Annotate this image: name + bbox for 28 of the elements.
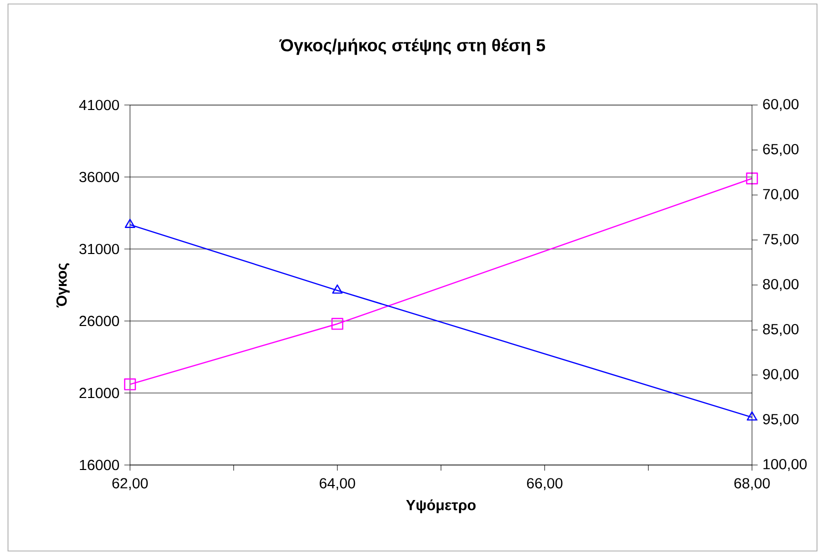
y-tick-label: 26000 xyxy=(80,316,120,326)
y2-tick-label: 65,00 xyxy=(763,144,799,156)
x-tick-label: 66,00 xyxy=(527,478,562,490)
point xyxy=(124,378,136,390)
y-tick-label: 31000 xyxy=(79,244,120,254)
chart-title: Όγκος/μήκος στέψης στη θέση 5 xyxy=(279,38,546,55)
point xyxy=(331,318,344,330)
x-tick-label: 68,00 xyxy=(734,478,770,490)
y2-tick-label: 100,00 xyxy=(764,458,807,472)
y-tick-label: 41000 xyxy=(79,100,120,110)
y-tick-label: 16000 xyxy=(80,460,120,470)
y2-tick-label: 80,00 xyxy=(763,278,799,292)
y2-tick-label: 90,00 xyxy=(763,368,799,382)
point xyxy=(746,172,758,184)
y-tick-label: 36000 xyxy=(79,172,120,182)
x-tick-label: 62,00 xyxy=(112,478,148,490)
point xyxy=(746,411,758,421)
x-axis-title: Υψόμετρο xyxy=(406,499,476,514)
point xyxy=(124,218,136,228)
y2-tick-label: 95,00 xyxy=(763,414,799,426)
y2-tick-label: 75,00 xyxy=(763,234,799,246)
y-tick-label: 21000 xyxy=(80,388,120,398)
x-tick-label: 64,00 xyxy=(320,478,356,490)
point xyxy=(332,284,343,294)
y2-tick-label: 60,00 xyxy=(763,98,799,112)
y-axis-title: Όγκος xyxy=(56,263,70,308)
y2-tick-label: 70,00 xyxy=(763,188,799,202)
y2-tick-label: 85,00 xyxy=(763,324,799,336)
